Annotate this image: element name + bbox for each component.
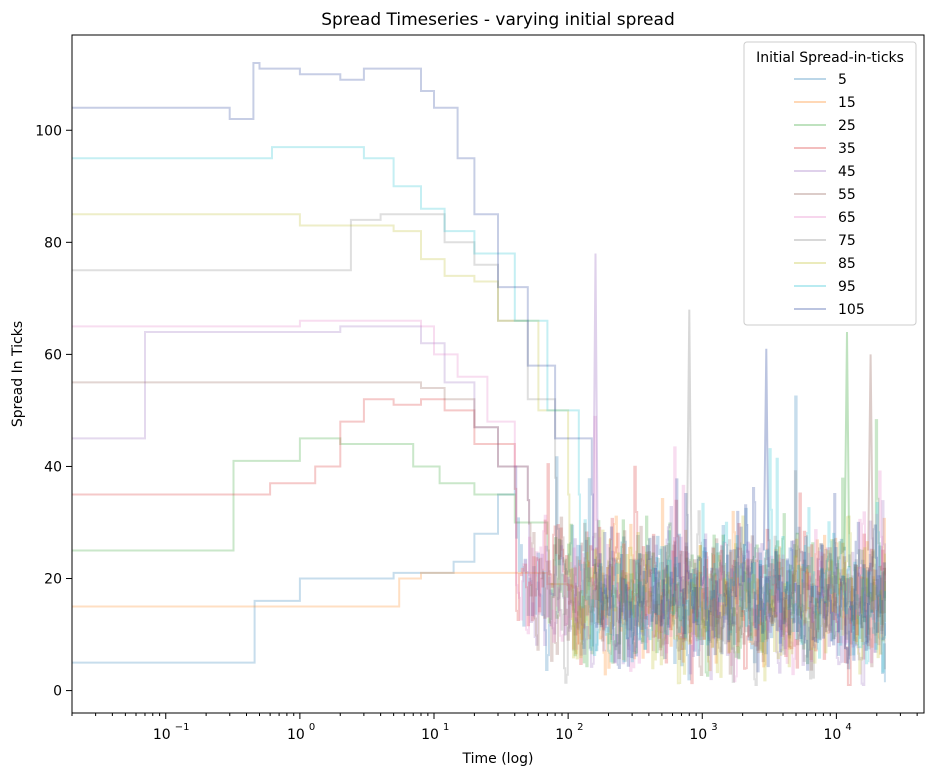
- series-line-85: [72, 213, 886, 685]
- x-tick-label-0: 10: [153, 727, 171, 743]
- series-layer: [72, 62, 886, 686]
- legend-box: [743, 41, 917, 326]
- peak-mark-1: [685, 309, 693, 568]
- y-tick-label-2: 40: [44, 459, 62, 475]
- series-line-55: [72, 381, 886, 676]
- series-line-105: [72, 62, 886, 673]
- legend-title: Initial Spread-in-ticks: [756, 50, 904, 66]
- legend: Initial Spread-in-ticks 5 15 25 35 45 55 65 75 8…: [743, 41, 917, 326]
- y-tick-label-0: 0: [53, 684, 62, 700]
- series-line-65: [72, 319, 886, 683]
- x-axis-label: Time (log): [462, 751, 534, 767]
- legend-label-65: 65: [838, 210, 856, 226]
- y-tick-label-1: 20: [44, 572, 62, 588]
- peak-mark-2: [762, 348, 770, 568]
- series-line-5: [72, 395, 886, 683]
- legend-label-5: 5: [838, 72, 847, 88]
- x-tick-label-2: 10: [421, 727, 439, 743]
- y-tick-label-4: 80: [44, 235, 62, 251]
- legend-label-95: 95: [838, 279, 856, 295]
- legend-items: 5 15 25 35 45 55 65 75 85 95 105: [794, 72, 865, 318]
- y-axis-label: Spread In Ticks: [10, 321, 26, 427]
- peak-mark-3: [843, 331, 851, 568]
- legend-label-35: 35: [838, 141, 856, 157]
- x-tick-exp-4: 3: [711, 722, 717, 733]
- chart-title: Spread Timeseries - varying initial spre…: [321, 10, 674, 30]
- x-tick-exp-0: −1: [175, 722, 190, 733]
- x-tick-exp-1: 0: [309, 722, 315, 733]
- x-tick-label-3: 10: [555, 727, 573, 743]
- legend-label-45: 45: [838, 164, 856, 180]
- legend-label-85: 85: [838, 256, 856, 272]
- legend-label-105: 105: [838, 302, 865, 318]
- series-line-75: [72, 213, 886, 686]
- series-line-45: [72, 325, 886, 686]
- x-tick-label-1: 10: [287, 727, 305, 743]
- series-line-15: [72, 498, 886, 676]
- x-tick-exp-3: 2: [577, 722, 583, 733]
- x-tick-label-4: 10: [689, 727, 707, 743]
- x-tick-label-5: 10: [823, 727, 841, 743]
- peak-mark-4: [867, 354, 874, 568]
- series-line-25: [72, 419, 886, 677]
- x-tick-exp-2: 1: [443, 722, 449, 733]
- legend-label-15: 15: [838, 95, 856, 111]
- series-line-95: [72, 146, 886, 673]
- x-tick-exp-5: 4: [845, 722, 851, 733]
- y-tick-label-3: 60: [44, 347, 62, 363]
- y-tick-label-5: 100: [35, 123, 62, 139]
- series-line-35: [72, 398, 886, 686]
- peak-mark-0: [592, 253, 599, 568]
- legend-label-25: 25: [838, 118, 856, 134]
- legend-label-75: 75: [838, 233, 856, 249]
- legend-label-55: 55: [838, 187, 856, 203]
